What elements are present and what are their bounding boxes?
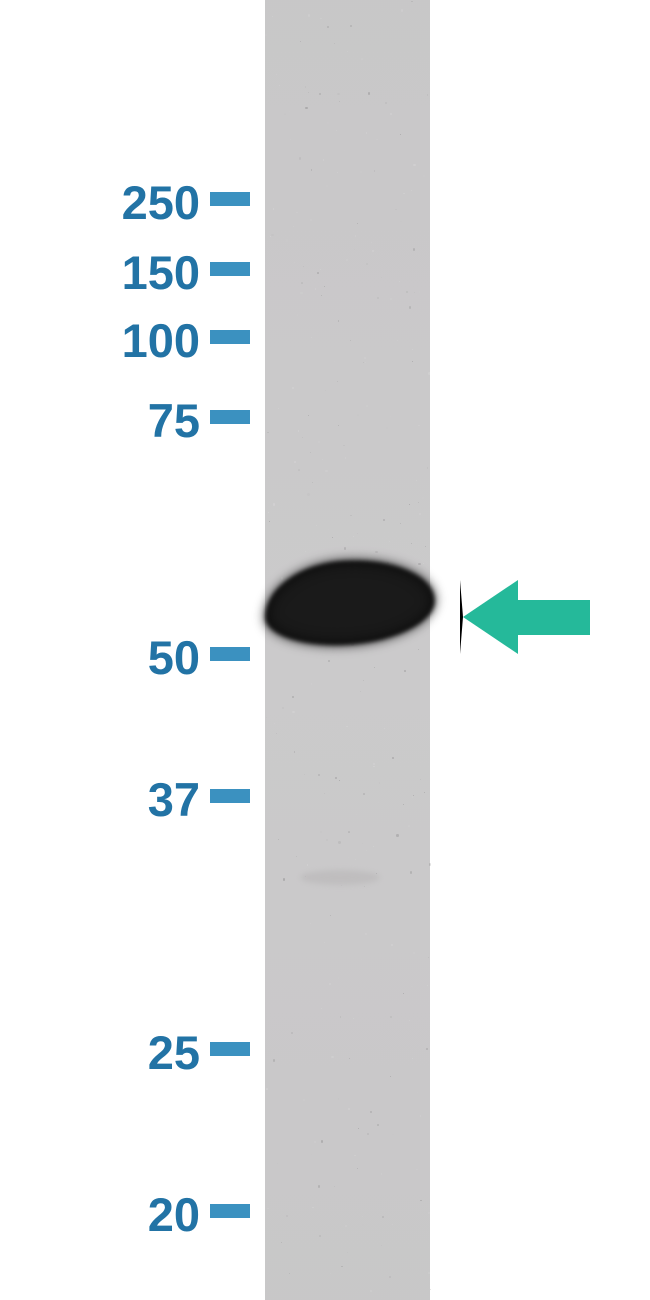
marker-label-100: 100	[60, 313, 200, 368]
arrow-head-icon	[460, 580, 518, 654]
marker-dash-150	[210, 262, 250, 276]
marker-dash-250	[210, 192, 250, 206]
marker-label-25: 25	[60, 1025, 200, 1080]
marker-label-20: 20	[60, 1187, 200, 1242]
marker-label-75: 75	[60, 393, 200, 448]
marker-dash-25	[210, 1042, 250, 1056]
marker-dash-75	[210, 410, 250, 424]
marker-dash-37	[210, 789, 250, 803]
arrow-tail	[515, 600, 590, 635]
gel-lane	[265, 0, 430, 1300]
marker-label-150: 150	[60, 245, 200, 300]
marker-label-50: 50	[60, 630, 200, 685]
marker-label-37: 37	[60, 772, 200, 827]
marker-dash-20	[210, 1204, 250, 1218]
western-blot-image: 250 150 100 75 50 37 25 20	[0, 0, 650, 1300]
marker-label-250: 250	[60, 175, 200, 230]
marker-dash-100	[210, 330, 250, 344]
marker-dash-50	[210, 647, 250, 661]
faint-secondary-band	[300, 870, 380, 885]
